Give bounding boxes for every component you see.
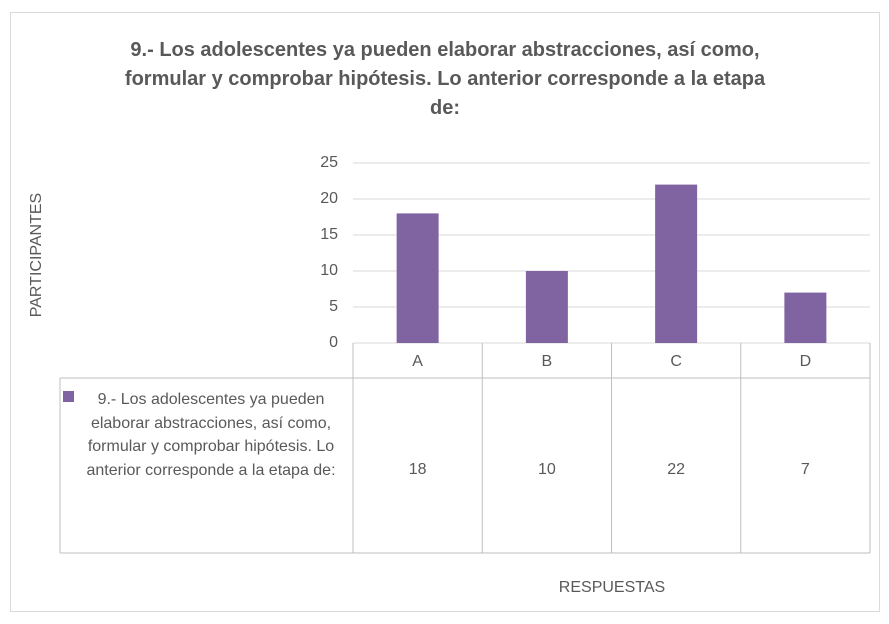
- y-axis-label: PARTICIPANTES: [28, 193, 45, 317]
- y-tick-label: 15: [320, 226, 338, 243]
- x-tick-label: D: [800, 353, 812, 370]
- legend-key: [63, 391, 74, 402]
- y-tick-label: 10: [320, 262, 338, 279]
- bar: [525, 271, 568, 343]
- y-tick-label: 5: [329, 298, 338, 315]
- table-value: 10: [538, 461, 556, 478]
- chart-border: [10, 12, 880, 612]
- y-tick-label: 0: [329, 334, 338, 351]
- x-tick-label: B: [542, 353, 553, 370]
- x-tick-label: C: [670, 353, 682, 370]
- bar: [655, 184, 698, 343]
- bar: [396, 213, 439, 343]
- x-tick-label: A: [412, 353, 423, 370]
- table-value: 7: [801, 461, 810, 478]
- bar: [784, 292, 827, 343]
- y-tick-label: 20: [320, 190, 338, 207]
- y-tick-label: 25: [320, 154, 338, 171]
- table-value: 22: [667, 461, 685, 478]
- table-value: 18: [409, 461, 427, 478]
- legend-label: 9.- Los adolescentes ya pueden elaborar …: [86, 391, 336, 479]
- x-axis-label: RESPUESTAS: [559, 579, 665, 596]
- chart-title: 9.- Los adolescentes ya pueden elaborar …: [124, 39, 766, 119]
